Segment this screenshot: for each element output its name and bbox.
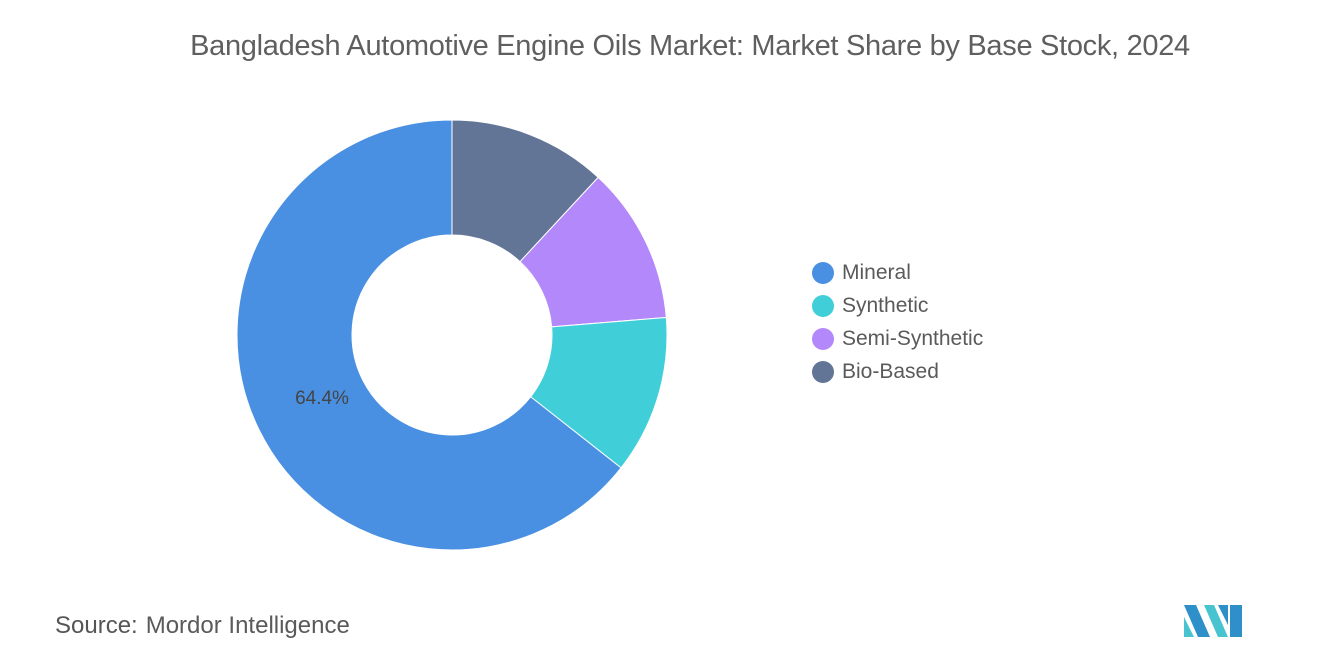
legend-item: Semi-Synthetic <box>812 322 983 355</box>
slice-semi-synthetic <box>519 176 667 328</box>
legend-item: Synthetic <box>812 289 983 322</box>
legend-label: Bio-Based <box>842 359 939 383</box>
legend-item: Mineral <box>812 256 983 289</box>
legend: Mineral Synthetic Semi-Synthetic Bio-Based <box>812 256 983 388</box>
legend-swatch <box>812 360 834 383</box>
legend-item: Bio-Based <box>812 355 983 388</box>
slice-synthetic <box>529 316 668 469</box>
legend-label: Synthetic <box>842 293 929 317</box>
slice-mineral <box>236 119 622 551</box>
legend-swatch <box>812 327 834 350</box>
source-value: Mordor Intelligence <box>145 612 350 639</box>
mordor-logo <box>1184 605 1242 637</box>
source-label: Source: <box>55 612 138 639</box>
data-label-mineral: 64.4% <box>295 388 349 409</box>
slice-bio-based <box>451 119 599 263</box>
legend-swatch <box>812 294 834 317</box>
source-note: Source: Mordor Intelligence <box>55 612 350 640</box>
legend-label: Semi-Synthetic <box>842 326 984 350</box>
legend-label: Mineral <box>842 260 911 284</box>
chart-title: Bangladesh Automotive Engine Oils Market… <box>190 30 1190 62</box>
legend-swatch <box>812 261 834 284</box>
